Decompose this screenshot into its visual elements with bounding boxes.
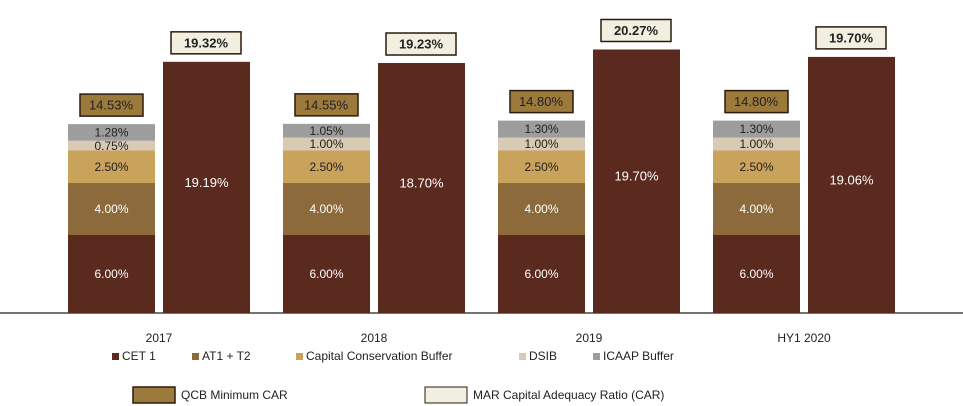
x-tick-label: 2019: [576, 331, 603, 345]
segment-label: 4.00%: [94, 202, 128, 216]
segment-label: 4.00%: [524, 202, 558, 216]
bar-segment: [68, 124, 155, 141]
legend-label: MAR Capital Adequacy Ratio (CAR): [473, 388, 664, 402]
bar-segment: [68, 150, 155, 183]
qcb-label-box: [79, 93, 144, 117]
car-label-box: [385, 32, 457, 56]
legend-swatch: [593, 353, 600, 360]
bar-segment: [498, 120, 585, 138]
cet1-label: 19.06%: [829, 172, 874, 187]
segment-label: 1.05%: [309, 124, 343, 138]
segment-label: 6.00%: [524, 267, 558, 281]
car-label: 19.70%: [829, 30, 874, 45]
segment-label: 6.00%: [94, 267, 128, 281]
legend-swatch: [112, 353, 119, 360]
bar-segment: [283, 235, 370, 313]
legend-label: DSIB: [529, 349, 557, 363]
legend-swatch: [132, 386, 176, 404]
segment-label: 0.75%: [94, 139, 128, 153]
bar-segment: [713, 137, 800, 151]
qcb-label-box: [724, 89, 789, 114]
bar-segment: [498, 137, 585, 151]
bar-segment: [68, 183, 155, 235]
segment-label: 1.28%: [94, 126, 128, 140]
cet1-label: 19.70%: [614, 169, 659, 184]
segment-label: 6.00%: [739, 267, 773, 281]
car-bar: [378, 63, 465, 314]
legend-swatch: [519, 353, 526, 360]
x-tick-label: 2018: [361, 331, 388, 345]
car-label-box: [815, 26, 887, 50]
cet1-label: 19.19%: [184, 175, 229, 190]
segment-label: 4.00%: [739, 202, 773, 216]
car-label: 20.27%: [614, 23, 659, 38]
bar-segment: [68, 140, 155, 151]
legend-label: QCB Minimum CAR: [181, 388, 288, 402]
bar-segment: [68, 235, 155, 313]
segment-label: 2.50%: [739, 160, 773, 174]
segment-label: 4.00%: [309, 202, 343, 216]
qcb-label: 14.80%: [519, 94, 564, 109]
legend-label: AT1 + T2: [202, 349, 251, 363]
segment-label: 2.50%: [524, 160, 558, 174]
segment-label: 1.30%: [739, 122, 773, 136]
legend-label: CET 1: [122, 349, 156, 363]
segment-label: 2.50%: [94, 160, 128, 174]
segment-label: 6.00%: [309, 267, 343, 281]
cet1-label: 18.70%: [399, 175, 444, 190]
car-label-box: [170, 31, 242, 55]
segment-label: 2.50%: [309, 160, 343, 174]
bar-segment: [283, 150, 370, 183]
segment-label: 1.00%: [739, 137, 773, 151]
qcb-label: 14.80%: [734, 94, 779, 109]
segment-label: 1.30%: [524, 122, 558, 136]
bar-segment: [498, 235, 585, 313]
x-tick-label: HY1 2020: [777, 331, 831, 345]
qcb-label-box: [294, 93, 359, 117]
car-bar: [593, 49, 680, 314]
bar-segment: [713, 235, 800, 313]
qcb-label: 14.53%: [89, 98, 134, 113]
bar-segment: [498, 183, 585, 235]
bar-segment: [498, 150, 585, 183]
qcb-label: 14.55%: [304, 97, 349, 112]
car-bar: [163, 61, 250, 314]
legend-label: Capital Conservation Buffer: [306, 349, 453, 363]
bar-segment: [283, 123, 370, 138]
car-label-box: [600, 18, 672, 43]
legend-swatch: [192, 353, 199, 360]
legend-swatch: [424, 386, 468, 404]
car-label: 19.23%: [399, 36, 444, 51]
legend-swatch: [296, 353, 303, 360]
bar-segment: [283, 137, 370, 151]
segment-label: 1.00%: [309, 137, 343, 151]
car-label: 19.32%: [184, 35, 229, 50]
x-tick-label: 2017: [146, 331, 173, 345]
qcb-label-box: [509, 89, 574, 114]
bar-segment: [713, 150, 800, 183]
bar-segment: [713, 183, 800, 235]
segment-label: 1.00%: [524, 137, 558, 151]
legend-label: ICAAP Buffer: [603, 349, 674, 363]
bar-segment: [713, 120, 800, 138]
bar-segment: [283, 183, 370, 235]
car-bar: [808, 56, 895, 314]
